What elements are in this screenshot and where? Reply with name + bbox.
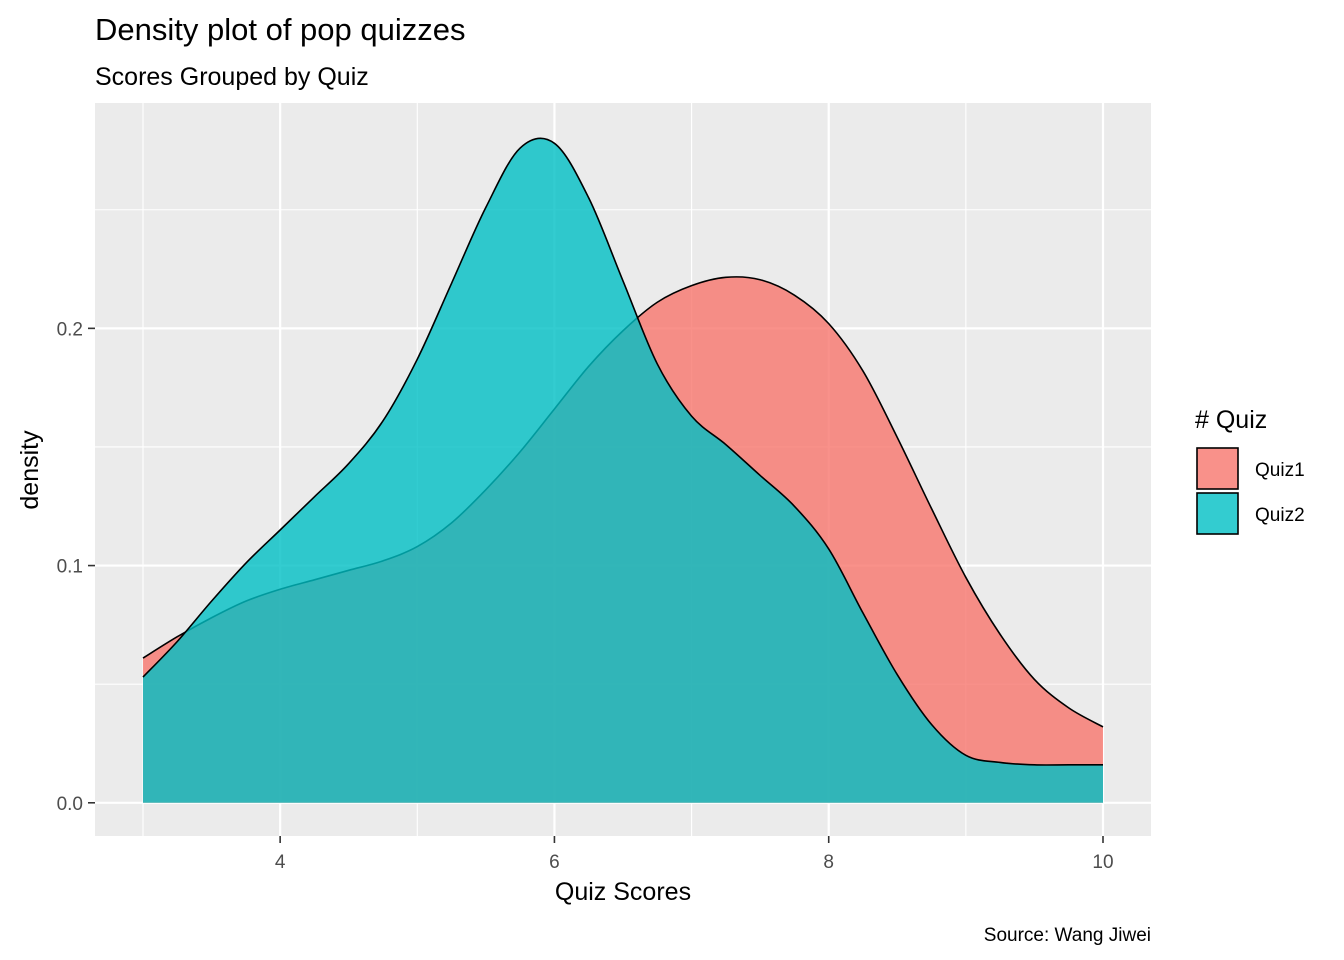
chart-subtitle: Scores Grouped by Quiz: [95, 63, 369, 91]
legend-label-quiz1: Quiz1: [1255, 460, 1305, 481]
x-tick-label-1: 6: [549, 852, 560, 873]
legend-key-quiz2: [1196, 492, 1239, 535]
x-tick-label-0: 4: [275, 852, 286, 873]
density-outline-quiz2: [142, 137, 1103, 766]
legend-key-quiz1: [1196, 447, 1239, 490]
x-axis-title: Quiz Scores: [555, 878, 691, 906]
y-tick-label-2: 0.2: [57, 319, 83, 340]
x-tick-label-3: 10: [1092, 852, 1113, 873]
y-tick-label-0: 0.0: [57, 794, 83, 815]
y-axis: 0.0 0.1 0.2: [57, 319, 95, 815]
density-areas: [142, 137, 1104, 803]
chart-caption: Source: Wang Jiwei: [984, 925, 1151, 946]
chart-title: Density plot of pop quizzes: [95, 12, 466, 47]
legend-label-quiz2: Quiz2: [1255, 505, 1305, 526]
x-tick-label-2: 8: [823, 852, 834, 873]
legend-title: # Quiz: [1195, 406, 1267, 434]
density-area-quiz2: [143, 138, 1103, 803]
y-axis-title: density: [16, 430, 44, 510]
x-axis: 4 6 8 10: [275, 836, 1114, 873]
legend: # Quiz Quiz1 Quiz2: [1195, 406, 1305, 535]
y-tick-label-1: 0.1: [57, 557, 83, 578]
